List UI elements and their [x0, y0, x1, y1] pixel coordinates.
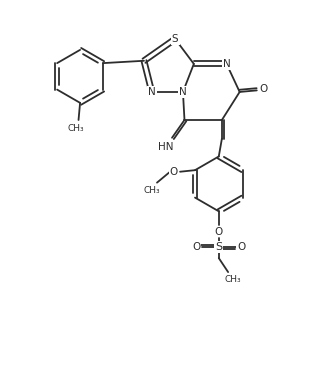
- Text: S: S: [172, 34, 179, 44]
- Text: N: N: [148, 87, 156, 97]
- Text: CH₃: CH₃: [67, 124, 84, 133]
- Text: N: N: [179, 87, 187, 97]
- Text: HN: HN: [158, 142, 173, 152]
- Text: S: S: [215, 242, 222, 252]
- Text: O: O: [192, 242, 200, 252]
- Text: O: O: [259, 84, 267, 94]
- Text: CH₃: CH₃: [144, 186, 160, 195]
- Text: O: O: [215, 227, 223, 237]
- Text: N: N: [223, 59, 230, 69]
- Text: CH₃: CH₃: [224, 275, 241, 284]
- Text: O: O: [237, 242, 245, 252]
- Text: O: O: [170, 167, 178, 177]
